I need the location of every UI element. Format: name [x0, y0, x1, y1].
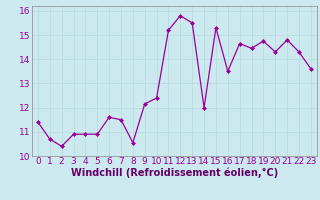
X-axis label: Windchill (Refroidissement éolien,°C): Windchill (Refroidissement éolien,°C)	[71, 168, 278, 178]
